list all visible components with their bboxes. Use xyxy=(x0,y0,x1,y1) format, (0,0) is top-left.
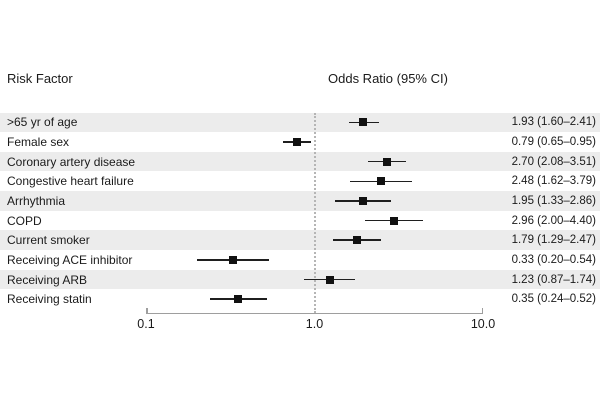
risk-factor-label: Arrhythmia xyxy=(7,193,66,208)
or-ci-value: 2.70 (2.08–3.51) xyxy=(511,155,596,168)
forest-row: Female sex 0.79 (0.65–0.95) xyxy=(0,132,600,152)
or-marker xyxy=(358,118,367,127)
or-ci-value: 1.95 (1.33–2.86) xyxy=(511,194,596,207)
or-ci-value: 1.23 (0.87–1.74) xyxy=(511,273,596,286)
or-marker xyxy=(359,196,368,205)
risk-factor-label: Congestive heart failure xyxy=(7,174,134,189)
x-axis-tick-label: 0.1 xyxy=(137,317,155,331)
forest-row: Receiving ACE inhibitor 0.33 (0.20–0.54) xyxy=(0,250,600,270)
or-marker xyxy=(229,255,238,264)
or-ci-value: 0.33 (0.20–0.54) xyxy=(511,253,596,266)
forest-row: Current smoker 1.79 (1.29–2.47) xyxy=(0,230,600,251)
column-header-odds-ratio: Odds Ratio (95% CI) xyxy=(328,71,448,86)
x-axis-tick-label: 1.0 xyxy=(305,317,324,331)
or-marker xyxy=(293,137,302,146)
forest-row: >65 yr of age 1.93 (1.60–2.41) xyxy=(0,112,600,133)
forest-row: Coronary artery disease 2.70 (2.08–3.51) xyxy=(0,151,600,172)
or-marker xyxy=(376,177,385,186)
x-axis-tick xyxy=(146,308,148,314)
or-ci-value: 0.35 (0.24–0.52) xyxy=(511,293,596,306)
reference-line xyxy=(313,112,316,313)
or-ci-value: 2.96 (2.00–4.40) xyxy=(511,214,596,227)
forest-row: COPD 2.96 (2.00–4.40) xyxy=(0,211,600,231)
x-axis-baseline xyxy=(146,312,483,314)
or-marker xyxy=(325,275,334,284)
risk-factor-label: >65 yr of age xyxy=(7,115,78,130)
forest-row: Receiving ARB 1.23 (0.87–1.74) xyxy=(0,269,600,290)
risk-factor-label: Coronary artery disease xyxy=(7,154,136,169)
forest-row: Receiving statin 0.35 (0.24–0.52) xyxy=(0,289,600,309)
x-axis-tick-label: 10.0 xyxy=(470,317,496,331)
or-ci-value: 2.48 (1.62–3.79) xyxy=(511,175,596,188)
or-marker xyxy=(353,236,362,245)
risk-factor-label: COPD xyxy=(7,213,42,228)
risk-factor-label: Receiving ACE inhibitor xyxy=(7,252,133,267)
risk-factor-label: Receiving statin xyxy=(7,292,92,307)
or-marker xyxy=(383,157,392,166)
or-ci-value: 0.79 (0.65–0.95) xyxy=(511,135,596,148)
risk-factor-label: Female sex xyxy=(7,134,70,149)
or-ci-value: 1.93 (1.60–2.41) xyxy=(511,116,596,129)
x-axis-tick xyxy=(481,308,483,314)
column-header-risk-factor: Risk Factor xyxy=(7,71,73,86)
or-marker xyxy=(233,295,242,304)
risk-factor-label: Receiving ARB xyxy=(7,272,88,287)
risk-factor-label: Current smoker xyxy=(7,233,90,248)
or-marker xyxy=(389,216,398,225)
forest-row: Arrhythmia 1.95 (1.33–2.86) xyxy=(0,191,600,211)
or-ci-value: 1.79 (1.29–2.47) xyxy=(511,234,596,247)
forest-row: Congestive heart failure 2.48 (1.62–3.79… xyxy=(0,171,600,191)
